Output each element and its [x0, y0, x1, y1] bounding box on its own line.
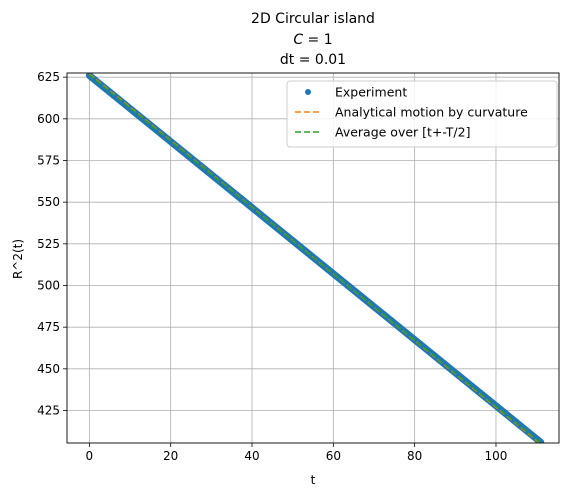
y-tick-label-1: 450	[37, 362, 60, 376]
y-tick-label-4: 525	[37, 237, 60, 251]
ticks: 0 20 40 60 80 100 425 450 475 500 525 550 575 600 625	[37, 70, 507, 463]
chart-title-line-2-italic: C	[293, 32, 303, 48]
y-tick-label-7: 600	[37, 112, 60, 126]
x-tick-label-4: 80	[407, 449, 422, 463]
chart-title-line-2: C = 1	[293, 32, 332, 48]
series-2-line	[88, 74, 542, 443]
y-tick-label-6: 575	[37, 154, 60, 168]
x-axis-label: t	[311, 473, 316, 487]
legend-label-1: Analytical motion by curvature	[335, 105, 528, 120]
y-tick-label-0: 425	[37, 404, 60, 418]
series-group	[85, 73, 545, 443]
legend-label-2: Average over [t+-T/2]	[335, 125, 470, 140]
x-tick-label-2: 40	[244, 449, 259, 463]
x-tick-label-5: 100	[485, 449, 508, 463]
y-tick-label-5: 550	[37, 195, 60, 209]
chart-title-line-2-rest: = 1	[303, 32, 333, 48]
chart-title-line-1: 2D Circular island	[251, 11, 375, 27]
legend-label-0: Experiment	[335, 85, 407, 100]
plot-frame	[66, 72, 560, 444]
x-tick-label-3: 60	[326, 449, 341, 463]
y-tick-label-2: 475	[37, 320, 60, 334]
x-tick-label-1: 20	[163, 449, 178, 463]
y-tick-label-8: 625	[37, 70, 60, 84]
y-tick-label-3: 500	[37, 279, 60, 293]
x-tick-label-0: 0	[86, 449, 94, 463]
legend: Experiment Analytical motion by curvature…	[286, 80, 558, 148]
chart-title-line-3: dt = 0.01	[280, 52, 346, 68]
series-layer	[85, 73, 545, 443]
y-axis-label: R^2(t)	[11, 239, 25, 279]
legend-box	[286, 80, 558, 148]
legend-marker-0	[305, 89, 311, 95]
